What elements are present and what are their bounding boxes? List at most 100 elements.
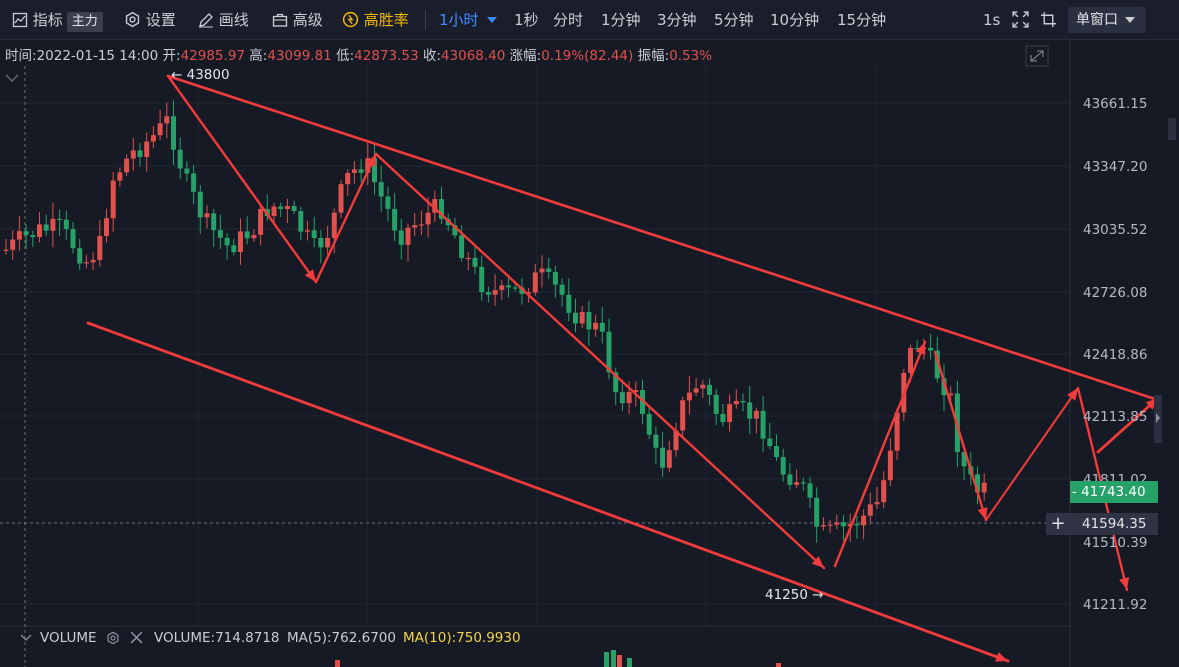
volume-bar [335,660,340,667]
main-badge[interactable]: 主力 [66,12,103,32]
side-panel-handle[interactable] [1168,118,1176,140]
candle-body [77,248,83,264]
volume-ma10: MA(10):750.9930 [403,630,521,646]
trend-arrow-head [995,652,1008,662]
candle-body [874,502,880,505]
candle-body [191,173,197,192]
candle-body [673,430,679,451]
candle-body [37,224,42,238]
crosshair-price-tag: 41594.35 [1070,513,1158,535]
candle-body [968,466,974,475]
interval-1h-label: 1小时 [439,11,479,29]
candle-body [278,206,284,210]
open-label: 开: [162,48,181,64]
chart-collapse-button[interactable] [1025,45,1049,67]
volume-bar [611,650,616,667]
trend-arrow-head [1119,577,1130,590]
candle-body [372,158,377,183]
candle-body [774,446,779,458]
candle-body [700,384,706,389]
price-axis-label: 42418.86 [1083,347,1148,363]
candle-body [271,206,277,217]
trend-arrow-head [304,269,316,282]
settings-button[interactable]: 设置 [124,9,176,31]
candle-body [184,168,190,174]
advanced-button[interactable]: 高级 [272,9,323,31]
candle-body [418,224,424,226]
candle-body [686,392,692,401]
candle-body [613,372,619,393]
candle-body [251,234,257,239]
candle-body [10,239,16,250]
advanced-label: 高级 [292,11,323,29]
interval-10m-tab[interactable]: 10分钟 [770,11,820,29]
interval-1s-tab[interactable]: 1秒 [514,11,539,29]
candle-body [392,208,398,231]
channel-upper-line [166,74,1160,402]
draw-button[interactable]: 画线 [198,9,249,31]
candle-body [385,196,391,209]
interval-3m-tab[interactable]: 3分钟 [657,11,697,29]
candle-body [559,284,565,295]
candle-body [264,208,270,217]
candle-body [981,482,987,493]
interval-15m-tab[interactable]: 15分钟 [837,11,887,29]
candle-body [157,123,163,136]
caret-down-icon [1125,17,1136,23]
win-rate-button[interactable]: 高胜率 [342,9,409,31]
candle-body [720,413,726,423]
low-label: 低: [336,48,355,64]
add-order-button[interactable]: + [1046,513,1070,535]
refresh-rate-button[interactable]: 1s [983,11,1001,29]
chevron-down-icon[interactable] [5,74,19,82]
interval-5m-tab[interactable]: 5分钟 [714,11,754,29]
candle-body [626,392,632,404]
candle-body [311,230,317,239]
open-value: 42985.97 [180,48,245,64]
trend-lines [86,74,1160,663]
candle-body [479,266,485,293]
candle-body [258,208,264,235]
candle-body [351,169,357,173]
candle-body [921,347,927,349]
candle-body [666,450,672,468]
window-mode-select[interactable]: 单窗口 [1068,7,1146,33]
candle-body [325,237,331,248]
candle-body [928,347,934,351]
volume-close-button[interactable] [130,631,143,648]
candle-body [150,135,156,142]
side-panel-tab[interactable] [1154,395,1162,443]
interval-timeshare-tab[interactable]: 分时 [553,11,584,29]
candle-body [861,515,867,526]
candle-body [124,158,130,173]
last-price-tag: - 41743.40 [1070,481,1158,503]
trend-arrow-head [977,507,988,520]
fullscreen-button[interactable] [1012,9,1029,31]
interval-1m-tab[interactable]: 1分钟 [601,11,641,29]
candle-body [619,392,625,404]
candle-body [894,412,900,451]
snapshot-button[interactable] [1040,9,1057,31]
candle-body [633,390,639,393]
change-label: 涨幅: [509,48,542,64]
candle-body [244,231,250,239]
trend-arrow-head [915,342,926,355]
candle-body [104,218,109,237]
candle-body [284,206,290,210]
candle-body [680,400,686,431]
trend-arrow-head [811,556,824,568]
chevron-down-icon[interactable] [20,630,32,646]
volume-bars [335,650,781,667]
candle-body [552,272,558,285]
volume-settings-button[interactable] [106,631,120,649]
candle-body [63,219,69,230]
interval-1h-tab[interactable]: 1小时 [439,9,498,31]
volume-pane-header: VOLUME VOLUME:714.8718 MA(5):762.6700 MA… [0,626,1070,652]
candle-body [740,400,746,403]
toolbar-divider [425,10,426,30]
indicators-button[interactable]: 指标 主力 [12,9,103,32]
price-axis-label: 41211.92 [1083,597,1148,613]
candles [3,100,987,543]
candle-body [586,311,592,330]
